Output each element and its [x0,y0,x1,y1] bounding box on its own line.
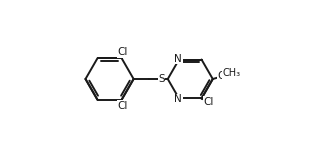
Text: Cl: Cl [117,47,128,57]
Text: Cl: Cl [203,97,214,107]
Text: O: O [218,71,226,81]
Text: CH₃: CH₃ [223,68,241,78]
Text: N: N [174,54,182,64]
Text: Cl: Cl [117,101,128,111]
Text: N: N [174,94,182,104]
Text: S: S [158,74,165,84]
